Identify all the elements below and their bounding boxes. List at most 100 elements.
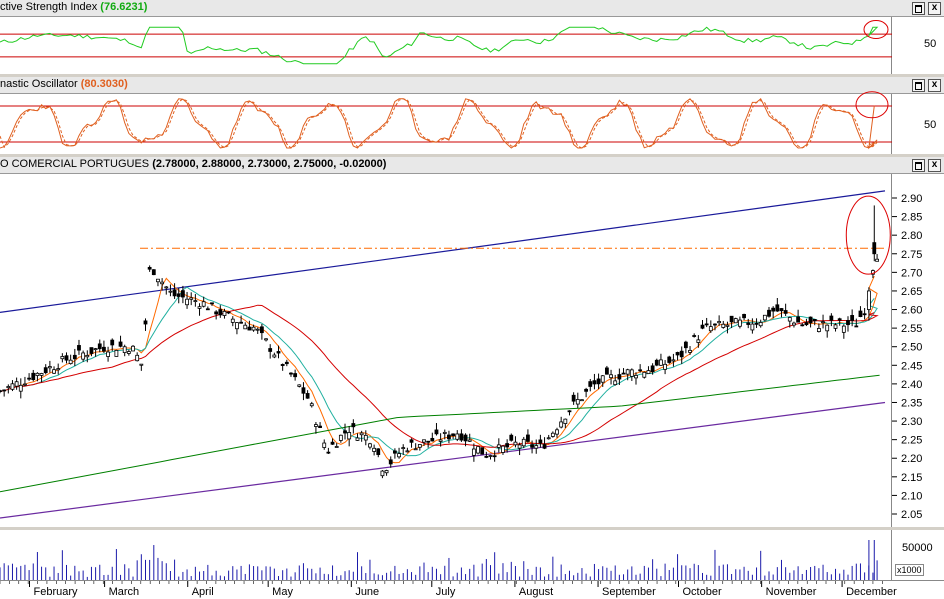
stochastic-maximize-button[interactable]	[912, 79, 925, 92]
candle-body	[64, 355, 69, 361]
candle-body	[355, 437, 360, 441]
candle-body	[517, 444, 522, 449]
candle-body	[455, 433, 460, 440]
candle-body	[775, 304, 780, 312]
rsi-close-button[interactable]: x	[928, 2, 941, 15]
rsi-title-wrap: ctive Strength Index (76.6231)	[0, 1, 147, 13]
candle-body	[52, 369, 56, 374]
candle-body	[318, 425, 322, 428]
candle-body	[243, 324, 248, 330]
candle-body	[110, 339, 115, 346]
candle-body	[733, 318, 738, 324]
candle-body	[185, 298, 189, 306]
stochastic-panel: nastic Oscillator (80.3030) x 50	[0, 77, 944, 154]
candle-body	[168, 290, 173, 293]
rsi-maximize-button[interactable]	[912, 2, 925, 15]
candle-body	[397, 453, 401, 458]
stochastic-d-line	[0, 98, 879, 149]
price-plot: 2.05 2.10 2.15 2.20 2.25 2.30 2.35 2.40 2.45 2.50…	[0, 190, 922, 521]
candle-body	[588, 381, 593, 387]
candle-body	[629, 369, 634, 377]
candle-body	[388, 459, 393, 465]
candle-body	[97, 343, 102, 350]
price-close-button[interactable]: x	[928, 159, 941, 172]
candle-body	[268, 348, 273, 352]
candle-body	[18, 384, 23, 392]
candle-body	[596, 378, 601, 385]
candle-body	[729, 315, 734, 323]
candle-body	[875, 258, 879, 262]
candle-body	[659, 359, 663, 366]
candle-body	[679, 350, 684, 358]
volume-plot	[0, 540, 878, 580]
candle-body	[501, 445, 505, 453]
candle-body	[492, 455, 497, 458]
price-maximize-button[interactable]	[912, 159, 925, 172]
price-tick-label: 2.60	[901, 305, 922, 317]
stochastic-title: nastic Oscillator	[0, 78, 78, 90]
candle-body	[255, 328, 260, 331]
candle-body	[6, 386, 11, 389]
stochastic-value: (80.3030)	[80, 78, 128, 90]
candle-body	[787, 317, 792, 322]
candle-body	[634, 375, 638, 379]
candle-body	[600, 375, 605, 383]
time-axis-svg: February March April May June July August Septe…	[0, 581, 897, 598]
price-tick-label: 2.25	[901, 435, 922, 447]
candle-body	[413, 448, 418, 451]
candle-body	[338, 434, 343, 441]
rsi-scale	[891, 17, 944, 74]
candle-body	[251, 326, 256, 331]
price-tick-label: 2.55	[901, 323, 922, 335]
rsi-line	[0, 26, 879, 65]
ma-very-long-line	[0, 374, 880, 493]
candle-body	[205, 308, 210, 311]
candle-body	[359, 432, 364, 436]
candle-body	[35, 372, 40, 376]
candle-body	[675, 352, 680, 356]
candle-body	[688, 349, 692, 353]
candle-body	[309, 403, 314, 407]
candle-body	[392, 450, 397, 454]
candle-body	[264, 338, 268, 341]
candle-body	[833, 324, 838, 329]
month-label: November	[766, 586, 817, 598]
candle-body	[31, 372, 36, 380]
month-label: May	[272, 586, 293, 598]
price-title: O COMERCIAL PORTUGUES	[0, 158, 150, 170]
rsi-highlight-ellipse	[863, 20, 889, 40]
volume-multiplier: x1000	[895, 564, 924, 576]
candle-body	[81, 352, 86, 360]
candle-body	[239, 321, 243, 324]
candle-body	[467, 439, 472, 442]
stochastic-close-button[interactable]: x	[928, 79, 941, 92]
month-label: February	[34, 586, 79, 598]
candle-body	[804, 322, 809, 326]
candle-body	[118, 341, 123, 347]
candle-body	[754, 322, 759, 325]
price-tick-label: 2.45	[901, 360, 922, 372]
candle-body	[862, 313, 867, 316]
candle-body	[538, 439, 543, 444]
candle-body	[210, 302, 214, 305]
rsi-scale-label: 50	[924, 38, 937, 50]
candle-body	[322, 442, 327, 448]
candle-body	[484, 455, 489, 458]
candle-body	[23, 383, 27, 386]
candle-body	[530, 444, 534, 448]
month-label: December	[846, 586, 897, 598]
candle-body	[480, 447, 485, 455]
candle-body	[613, 380, 618, 386]
month-label: October	[683, 586, 722, 598]
candle-body	[580, 399, 584, 402]
candle-body	[189, 297, 194, 300]
price-highlight-ellipse	[845, 195, 891, 275]
candle-body	[750, 323, 755, 331]
month-label: June	[355, 586, 379, 598]
candle-body	[343, 430, 347, 434]
candle-body	[646, 370, 651, 374]
candle-body	[725, 324, 730, 327]
candle-body	[384, 470, 389, 474]
candle-body	[663, 363, 667, 370]
rsi-plot	[0, 20, 892, 65]
